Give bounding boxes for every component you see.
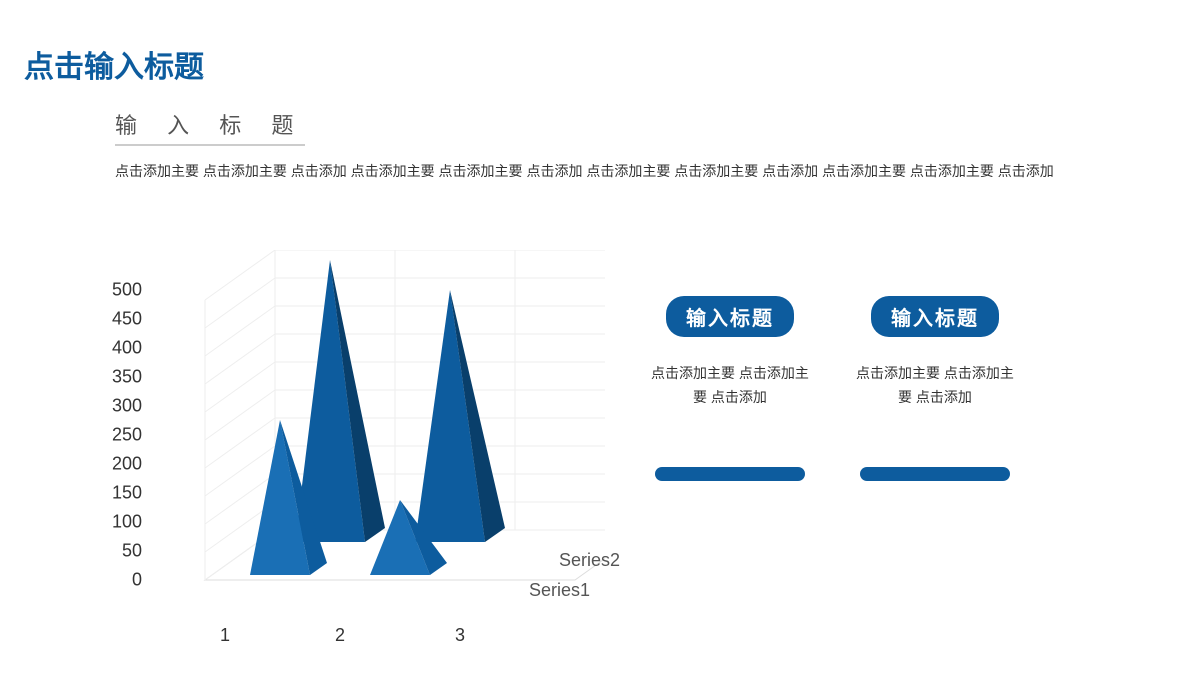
y-tick-0: 0 [132, 570, 142, 591]
pyramid-chart: 0 50 100 150 200 250 300 350 400 450 500 [100, 240, 610, 640]
main-title: 点击输入标题 [24, 42, 204, 86]
info-text-1: 点击添加主要 点击添加主要 点击添加 [650, 361, 810, 409]
info-text-2: 点击添加主要 点击添加主要 点击添加 [855, 361, 1015, 409]
series1-label: Series1 [529, 580, 590, 601]
y-tick-450: 450 [112, 309, 142, 330]
subtitle: 输 入 标 题 [115, 108, 305, 146]
info-column-1: 输入标题 点击添加主要 点击添加主要 点击添加 [650, 296, 810, 486]
body-text: 点击添加主要 点击添加主要 点击添加 点击添加主要 点击添加主要 点击添加 点击… [115, 158, 1075, 184]
y-tick-100: 100 [112, 512, 142, 533]
y-tick-300: 300 [112, 396, 142, 417]
y-axis: 050100150200250300350400450500 [100, 290, 150, 580]
info-bar-1 [655, 467, 805, 481]
x-label-2: 2 [335, 625, 345, 646]
x-label-3: 3 [455, 625, 465, 646]
y-tick-350: 350 [112, 367, 142, 388]
info-bar-2 [860, 467, 1010, 481]
y-tick-500: 500 [112, 280, 142, 301]
y-tick-150: 150 [112, 483, 142, 504]
y-tick-400: 400 [112, 338, 142, 359]
info-pill-2: 输入标题 [871, 296, 999, 337]
x-label-1: 1 [220, 625, 230, 646]
pyramid-series2-cat1 [295, 260, 385, 542]
series2-label: Series2 [559, 550, 620, 571]
info-column-2: 输入标题 点击添加主要 点击添加主要 点击添加 [855, 296, 1015, 486]
info-pill-1: 输入标题 [666, 296, 794, 337]
pyramid-series2-cat2 [415, 290, 505, 542]
y-tick-50: 50 [122, 541, 142, 562]
y-tick-250: 250 [112, 425, 142, 446]
chart-plot [155, 250, 605, 620]
y-tick-200: 200 [112, 454, 142, 475]
